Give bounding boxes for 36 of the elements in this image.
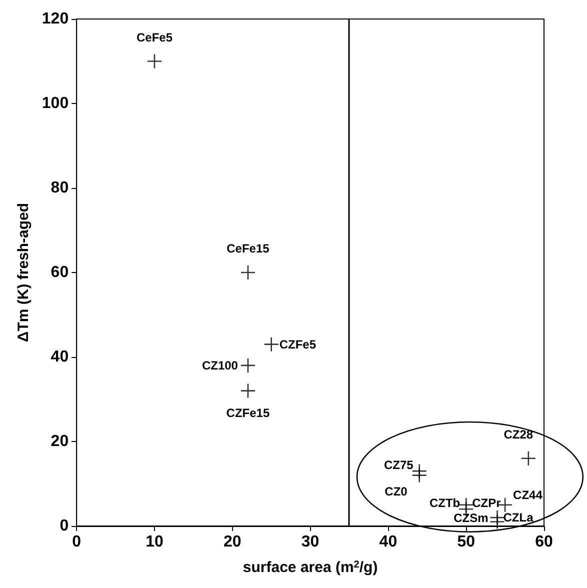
point — [412, 468, 428, 483]
annotation: CZLa — [503, 510, 534, 525]
annotation: CZ28 — [504, 427, 534, 442]
x-tick-label: 20 — [224, 534, 242, 550]
annotation: CZ100 — [202, 358, 238, 372]
annotation: CeFe5 — [136, 30, 173, 44]
point — [520, 450, 536, 466]
x-tick-label: 40 — [379, 534, 398, 550]
y-tick-label: 0 — [60, 518, 69, 534]
point — [264, 336, 279, 352]
annotation: CZ75 — [384, 458, 414, 472]
point — [240, 358, 256, 374]
x-tick-label: 60 — [535, 534, 553, 550]
annotation: CZFe15 — [226, 406, 270, 420]
y-tick-label: 120 — [42, 10, 69, 28]
x-tick-label: 10 — [146, 534, 164, 550]
y-tick-label: 60 — [50, 264, 69, 281]
point — [240, 264, 256, 280]
y-tick-label: 20 — [50, 433, 69, 450]
annotation: CZFe5 — [279, 337, 316, 352]
point — [146, 54, 162, 69]
x-tick-label: 0 — [72, 534, 82, 550]
x-tick-label: 50 — [457, 534, 476, 550]
annotation: CZ44 — [513, 488, 543, 502]
y-tick-label: 40 — [50, 348, 69, 366]
x-tick-label: 30 — [301, 534, 320, 550]
point — [240, 383, 256, 398]
annotation: CeFe15 — [226, 242, 270, 256]
annotation: CZ0 — [384, 484, 408, 498]
annotation: CZTb — [429, 496, 460, 510]
point — [490, 510, 505, 526]
annotation: CZPr — [472, 496, 502, 510]
y-tick-label: 100 — [42, 95, 69, 112]
annotation: CZSm — [454, 510, 488, 525]
y-tick-label: 80 — [50, 180, 69, 196]
y-axis-title: ΔTm (K) fresh-aged — [15, 202, 32, 342]
